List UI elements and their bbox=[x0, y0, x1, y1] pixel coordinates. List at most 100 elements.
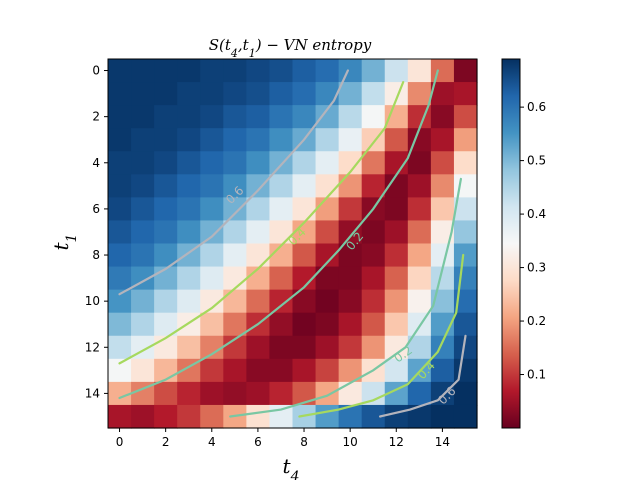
heatmap-cell bbox=[430, 266, 455, 291]
heatmap-cell bbox=[223, 82, 247, 106]
x-axis-ticks: 0 2 4 6 8 10 12 14 bbox=[116, 428, 450, 449]
heatmap-cell bbox=[200, 243, 224, 268]
heatmap-cell bbox=[453, 151, 478, 175]
heatmap-cell bbox=[315, 266, 340, 291]
heatmap-cell bbox=[430, 358, 455, 383]
heatmap-cell bbox=[407, 381, 432, 406]
heatmap-cell bbox=[177, 82, 201, 106]
heatmap-cell bbox=[223, 358, 247, 383]
heatmap-cell bbox=[177, 151, 201, 175]
heatmap-cell bbox=[269, 266, 294, 291]
heatmap-cell bbox=[154, 289, 178, 314]
contour-line bbox=[229, 177, 462, 418]
heatmap-cell bbox=[430, 404, 455, 429]
heatmap-cell bbox=[246, 381, 271, 406]
heatmap-cells bbox=[108, 59, 478, 429]
heatmap-cell bbox=[384, 151, 409, 175]
heatmap-cell bbox=[246, 128, 271, 152]
heatmap-cell bbox=[154, 197, 178, 222]
x-tick-label: 12 bbox=[389, 435, 404, 449]
heatmap-cell bbox=[315, 128, 340, 152]
heatmap-cell bbox=[154, 105, 178, 129]
heatmap-cell bbox=[338, 174, 363, 198]
heatmap-cell bbox=[292, 105, 317, 129]
heatmap-cell bbox=[361, 151, 386, 175]
x-tick-label: 0 bbox=[116, 435, 124, 449]
heatmap-cell bbox=[361, 82, 386, 106]
y-tick-label: 10 bbox=[85, 294, 100, 308]
heatmap-cell bbox=[338, 59, 363, 83]
heatmap-cell bbox=[246, 289, 271, 314]
heatmap-cell bbox=[131, 105, 155, 129]
heatmap-cell bbox=[246, 243, 271, 268]
heatmap-cell bbox=[200, 289, 224, 314]
heatmap-cell bbox=[177, 220, 201, 245]
heatmap-cell bbox=[384, 197, 409, 222]
heatmap-cell bbox=[246, 151, 271, 175]
colorbar-tick-label: 0.2 bbox=[527, 314, 546, 328]
heatmap-cell bbox=[269, 174, 294, 198]
heatmap-cell bbox=[315, 358, 340, 383]
heatmap-cell bbox=[131, 381, 155, 406]
heatmap-cell bbox=[315, 151, 340, 175]
heatmap-cell bbox=[200, 151, 224, 175]
heatmap-cell bbox=[269, 312, 294, 337]
heatmap-cell bbox=[338, 312, 363, 337]
heatmap-cell bbox=[154, 266, 178, 291]
heatmap-cell bbox=[453, 289, 478, 314]
heatmap-cell bbox=[131, 128, 155, 152]
y-tick-label: 12 bbox=[85, 340, 100, 354]
heatmap-cell bbox=[384, 59, 409, 83]
heatmap-cell bbox=[200, 220, 224, 245]
heatmap-cell bbox=[177, 105, 201, 129]
heatmap-cell bbox=[246, 266, 271, 291]
heatmap-cell bbox=[177, 289, 201, 314]
contour-lines bbox=[118, 69, 467, 418]
heatmap-cell bbox=[453, 381, 478, 406]
heatmap-cell bbox=[407, 59, 432, 83]
heatmap-cell bbox=[292, 266, 317, 291]
heatmap-cell bbox=[177, 197, 201, 222]
contour-line bbox=[118, 69, 439, 400]
heatmap-cell bbox=[338, 335, 363, 360]
heatmap-cell bbox=[292, 151, 317, 175]
heatmap-cell bbox=[177, 174, 201, 198]
heatmap-cell bbox=[154, 243, 178, 268]
heatmap-cell bbox=[338, 289, 363, 314]
heatmap-cell bbox=[361, 381, 386, 406]
heatmap-cell bbox=[246, 59, 271, 83]
x-tick-label: 10 bbox=[343, 435, 358, 449]
heatmap-cell bbox=[315, 404, 340, 429]
heatmap-cell bbox=[384, 358, 409, 383]
heatmap-cell bbox=[269, 128, 294, 152]
heatmap-cell bbox=[269, 335, 294, 360]
heatmap-cell bbox=[453, 312, 478, 337]
heatmap-cell bbox=[223, 243, 247, 268]
heatmap-cell bbox=[338, 220, 363, 245]
heatmap-cell bbox=[108, 82, 132, 106]
heatmap-cell bbox=[223, 197, 247, 222]
heatmap-cell bbox=[200, 59, 224, 83]
heatmap-cell bbox=[361, 404, 386, 429]
colorbar-tick-label: 0.5 bbox=[527, 154, 546, 168]
colorbar bbox=[502, 59, 520, 428]
heatmap-cell bbox=[338, 128, 363, 152]
heatmap-cell bbox=[315, 105, 340, 129]
heatmap-cell bbox=[453, 358, 478, 383]
heatmap-cell bbox=[430, 174, 455, 198]
heatmap-cell bbox=[361, 266, 386, 291]
heatmap-cell bbox=[384, 312, 409, 337]
heatmap-cell bbox=[246, 174, 271, 198]
heatmap-cell bbox=[269, 197, 294, 222]
heatmap-cell bbox=[453, 59, 478, 83]
heatmap-cell bbox=[131, 82, 155, 106]
heatmap-cell bbox=[154, 312, 178, 337]
heatmap-cell bbox=[108, 174, 132, 198]
heatmap-cell bbox=[246, 82, 271, 106]
heatmap-cell bbox=[131, 59, 155, 83]
heatmap-cell bbox=[407, 151, 432, 175]
colorbar-ticks: 0.1 0.2 0.3 0.4 0.5 0.6 bbox=[520, 100, 546, 382]
heatmap-cell bbox=[223, 174, 247, 198]
heatmap-cell bbox=[108, 128, 132, 152]
